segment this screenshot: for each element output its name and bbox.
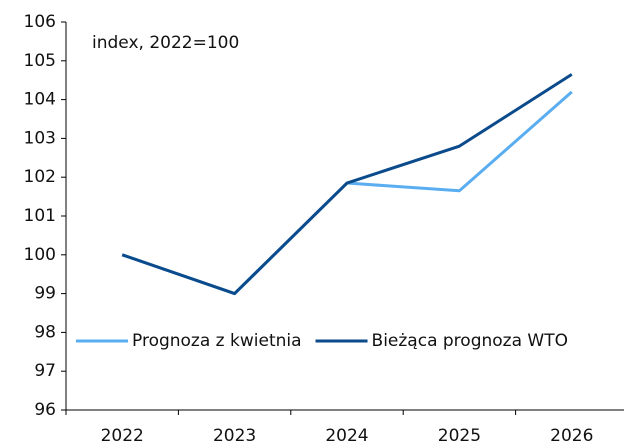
y-tick-label: 105	[24, 51, 56, 71]
x-tick-label: 2023	[213, 426, 256, 444]
y-tick-label: 101	[24, 206, 56, 226]
y-tick-label: 104	[24, 90, 56, 110]
annotation: index, 2022=100	[92, 33, 239, 53]
series-line	[121, 73, 573, 296]
legend-label: Bieżąca prognoza WTO	[372, 331, 568, 351]
y-tick-label: 106	[24, 12, 56, 32]
y-tick-label: 98	[34, 322, 56, 342]
x-tick-label: 2026	[550, 426, 593, 444]
y-tick-label: 97	[34, 361, 56, 381]
y-tick-label: 96	[34, 400, 56, 420]
series-line	[121, 90, 573, 296]
y-tick-label: 99	[34, 284, 56, 304]
x-tick-label: 2022	[101, 426, 144, 444]
x-tick-label: 2024	[325, 426, 368, 444]
y-tick-label: 100	[24, 245, 56, 265]
legend-label: Prognoza z kwietnia	[132, 331, 302, 351]
y-tick-label: 103	[24, 128, 56, 148]
y-tick-label: 102	[24, 167, 56, 187]
x-tick-label: 2025	[438, 426, 481, 444]
